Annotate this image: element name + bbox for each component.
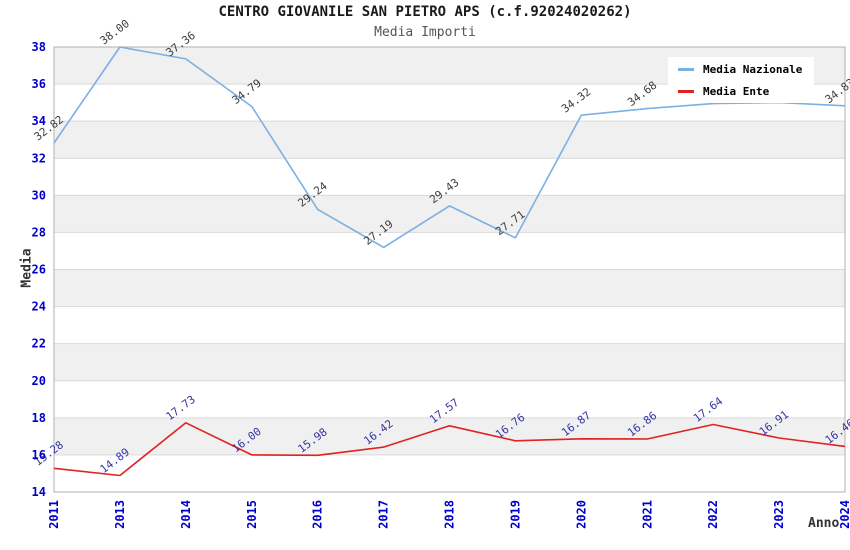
y-tick-label: 32 <box>32 151 46 165</box>
legend-label: Media Nazionale <box>703 62 803 76</box>
x-tick-label: 2021 <box>640 500 654 529</box>
legend-label: Media Ente <box>703 84 770 98</box>
legend-box: Media Nazionale Media Ente <box>668 57 814 103</box>
data-label: 34.32 <box>559 85 593 115</box>
x-tick-label: 2011 <box>47 500 61 529</box>
grid-band <box>54 417 845 455</box>
legend-item-media-ente: Media Ente <box>668 81 814 101</box>
grid-band <box>54 195 845 233</box>
x-tick-label: 2015 <box>245 500 259 529</box>
x-tick-label: 2018 <box>443 500 457 529</box>
x-tick-label: 2022 <box>706 500 720 529</box>
y-tick-label: 16 <box>32 448 46 462</box>
chart-title: CENTRO GIOVANILE SAN PIETRO APS (c.f.920… <box>218 4 632 20</box>
grid-band <box>54 269 845 307</box>
y-tick-label: 26 <box>32 263 46 277</box>
series-line-media-nazionale <box>53 46 846 249</box>
y-tick-label: 38 <box>32 40 46 54</box>
x-tick-label: 2017 <box>377 500 391 529</box>
x-tick-label: 2016 <box>311 500 325 529</box>
x-tick-label: 2023 <box>772 500 786 529</box>
y-tick-label: 14 <box>32 485 46 499</box>
media-ente-line-swatch-icon <box>678 89 694 93</box>
plot-border <box>53 46 846 493</box>
x-tick-label: 2019 <box>508 500 522 529</box>
x-tick-label: 2020 <box>574 500 588 529</box>
y-tick-label: 36 <box>32 77 46 91</box>
series-line-media-ente <box>53 421 846 477</box>
chart-subtitle: Media Importi <box>374 25 476 40</box>
legend-item-media-nazionale: Media Nazionale <box>668 59 814 79</box>
x-tick-label: 2024 <box>838 500 850 529</box>
y-tick-label: 30 <box>32 188 46 202</box>
y-tick-label: 34 <box>32 114 46 128</box>
y-tick-label: 22 <box>32 337 46 351</box>
y-tick-label: 24 <box>32 300 46 314</box>
grid-band <box>54 121 845 159</box>
x-tick-label: 2013 <box>113 500 127 529</box>
y-tick-label: 20 <box>32 374 46 388</box>
x-tick-label: 2014 <box>179 500 193 529</box>
y-tick-label: 28 <box>32 225 46 239</box>
y-tick-label: 18 <box>32 411 46 425</box>
grid-band <box>54 343 845 381</box>
y-axis-title: Media <box>19 248 35 288</box>
x-axis-title: Anno <box>808 516 840 531</box>
media-nazionale-line-swatch-icon <box>678 67 694 71</box>
